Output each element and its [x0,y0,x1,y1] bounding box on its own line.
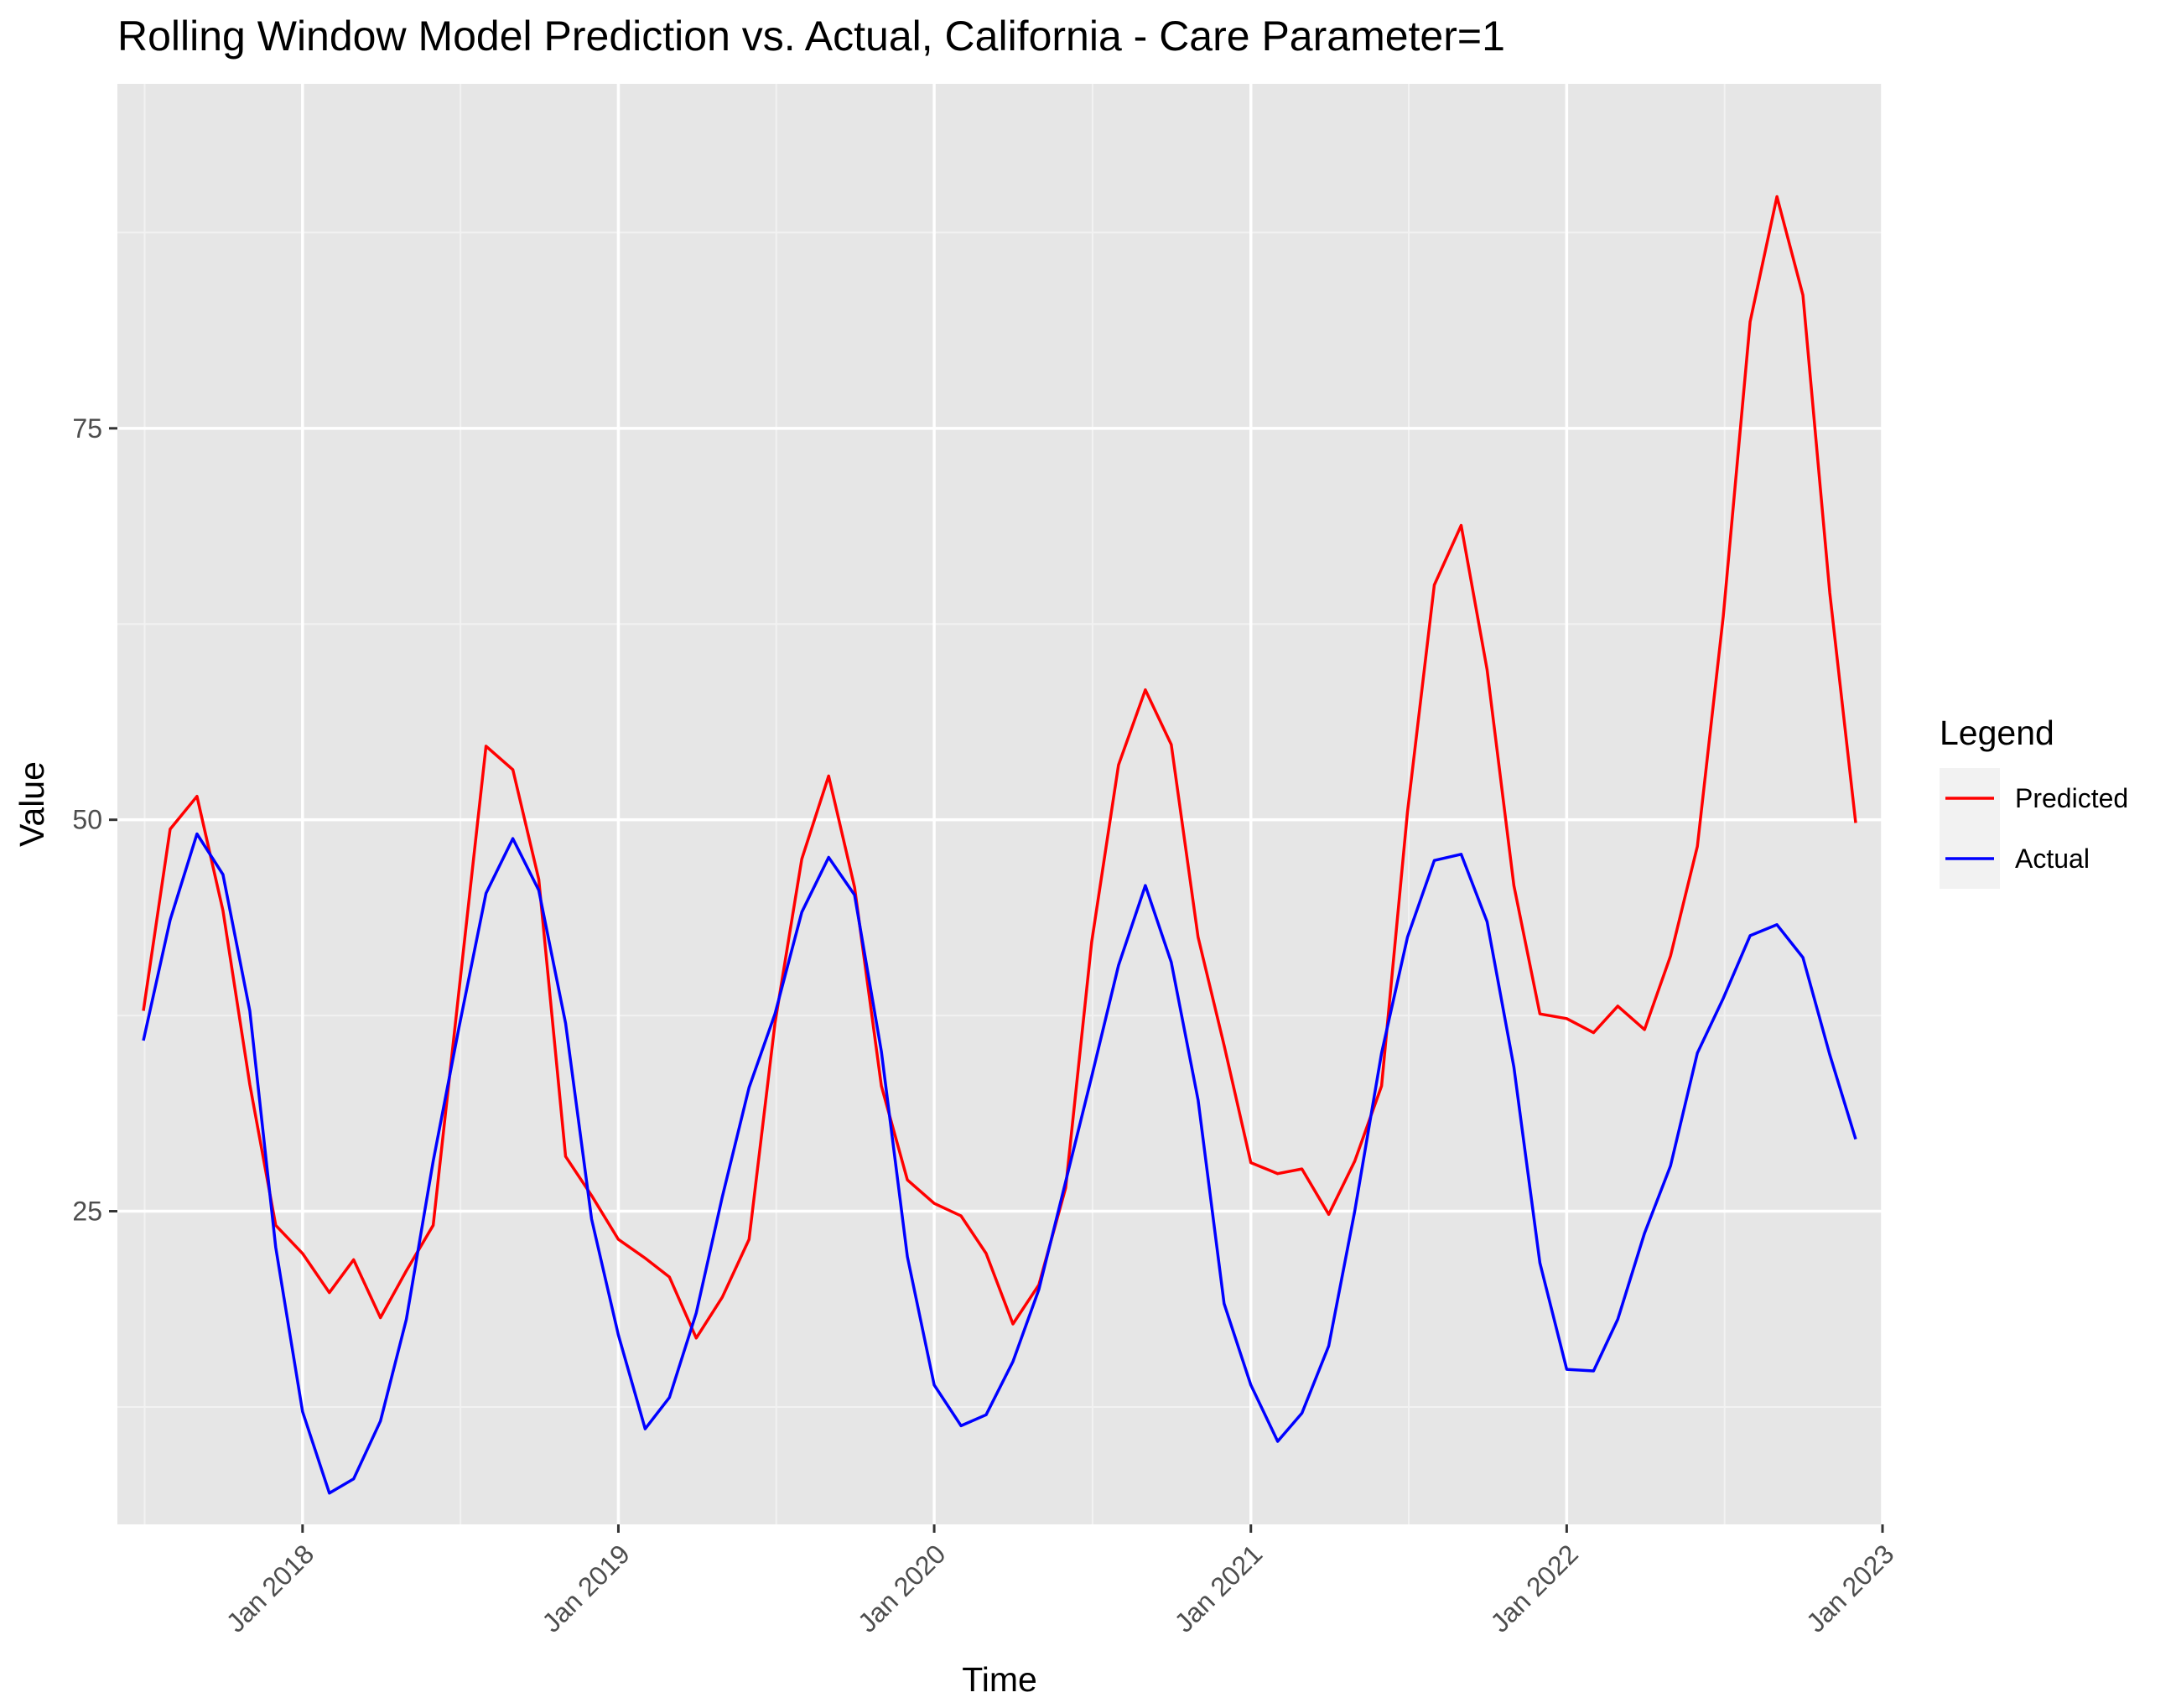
y-tick-label: 50 [72,805,102,835]
x-tick-label: Jan 2020 [852,1539,952,1638]
x-axis-title: Time [962,1660,1037,1699]
legend-label-predicted: Predicted [2015,783,2128,813]
x-tick-label: Jan 2021 [1169,1539,1269,1638]
y-tick-label: 25 [72,1197,102,1227]
x-axis: Jan 2018 Jan 2019 Jan 2020 Jan 2021 Jan 2022… [221,1524,1900,1638]
x-tick-label: Jan 2022 [1484,1539,1584,1638]
legend: Legend Predicted Actual [1940,714,2128,889]
chart-title: Rolling Window Model Prediction vs. Actu… [117,13,1505,60]
y-axis-title: Value [13,761,51,847]
series-lines [142,195,1857,1495]
legend-title: Legend [1940,714,2054,752]
legend-label-actual: Actual [2015,844,2090,874]
series-line-predicted [142,195,1857,1340]
x-tick-label: Jan 2019 [536,1539,636,1638]
series-line-actual [142,832,1857,1495]
plot-panel [117,84,1883,1524]
y-axis: 25 50 75 [72,413,117,1227]
x-tick-label: Jan 2023 [1800,1539,1900,1638]
major-grid [117,84,1884,1524]
x-tick-label: Jan 2018 [221,1539,320,1638]
y-tick-label: 75 [72,413,102,444]
